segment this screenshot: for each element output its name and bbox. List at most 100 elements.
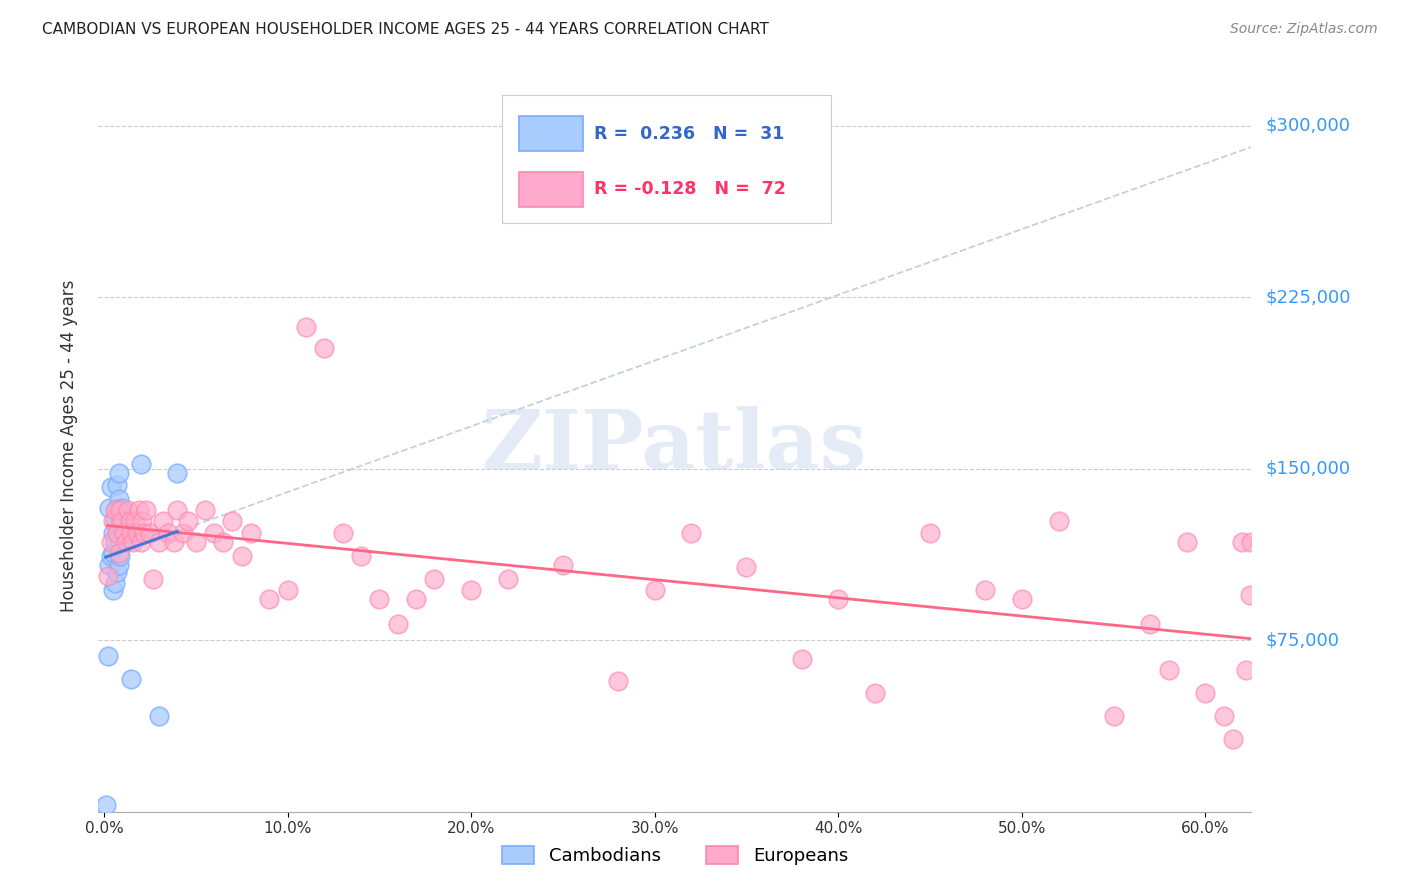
Point xyxy=(735,560,758,574)
Point xyxy=(124,515,146,529)
Legend: Cambodians, Europeans: Cambodians, Europeans xyxy=(495,838,855,872)
Point xyxy=(212,535,235,549)
Point xyxy=(110,512,132,526)
Point xyxy=(231,549,253,563)
Point xyxy=(111,515,134,529)
Text: Source: ZipAtlas.com: Source: ZipAtlas.com xyxy=(1230,22,1378,37)
Point xyxy=(681,525,703,540)
Point xyxy=(111,525,134,540)
Text: R =  0.236   N =  31: R = 0.236 N = 31 xyxy=(595,125,785,143)
Point xyxy=(110,512,132,526)
Y-axis label: Householder Income Ages 25 - 44 years: Householder Income Ages 25 - 44 years xyxy=(59,280,77,612)
Point xyxy=(107,491,129,506)
Point xyxy=(131,515,153,529)
Point xyxy=(1194,686,1216,700)
Point xyxy=(166,503,188,517)
Point xyxy=(111,500,134,515)
Point xyxy=(105,565,128,579)
Point xyxy=(496,572,519,586)
Point xyxy=(1102,708,1125,723)
Point xyxy=(107,558,129,572)
Point xyxy=(314,341,336,355)
Point xyxy=(148,708,170,723)
Text: R = -0.128   N =  72: R = -0.128 N = 72 xyxy=(595,180,786,198)
Point xyxy=(101,515,124,529)
Point xyxy=(1157,663,1180,677)
Point xyxy=(350,549,373,563)
Point xyxy=(100,480,122,494)
Point xyxy=(128,503,150,517)
Point xyxy=(94,797,117,812)
Point xyxy=(1011,592,1033,607)
Point xyxy=(863,686,886,700)
Text: ZIPatlas: ZIPatlas xyxy=(482,406,868,486)
Point xyxy=(551,558,574,572)
Point xyxy=(163,535,186,549)
Point xyxy=(107,467,129,481)
Point xyxy=(122,535,145,549)
Text: $225,000: $225,000 xyxy=(1265,288,1351,307)
Point xyxy=(112,525,135,540)
Point xyxy=(100,535,122,549)
Text: CAMBODIAN VS EUROPEAN HOUSEHOLDER INCOME AGES 25 - 44 YEARS CORRELATION CHART: CAMBODIAN VS EUROPEAN HOUSEHOLDER INCOME… xyxy=(42,22,769,37)
Point xyxy=(1240,535,1263,549)
Point xyxy=(974,582,997,597)
Point xyxy=(110,549,132,563)
Text: $150,000: $150,000 xyxy=(1265,460,1350,478)
Point xyxy=(125,525,148,540)
Point xyxy=(1139,617,1161,632)
Point xyxy=(405,592,427,607)
Point xyxy=(104,503,127,517)
Point xyxy=(368,592,391,607)
Point xyxy=(157,525,180,540)
Point xyxy=(184,535,207,549)
Point xyxy=(790,651,813,665)
Point xyxy=(104,576,127,591)
Point xyxy=(166,467,188,481)
Point xyxy=(110,503,132,517)
Point xyxy=(112,525,135,540)
Point xyxy=(104,512,127,526)
Point xyxy=(100,549,122,563)
Point xyxy=(918,525,941,540)
Text: $75,000: $75,000 xyxy=(1265,632,1340,649)
Point xyxy=(460,582,482,597)
Point xyxy=(1175,535,1198,549)
Point xyxy=(332,525,354,540)
Point xyxy=(607,674,630,689)
Point xyxy=(1222,731,1244,746)
Point xyxy=(117,503,139,517)
Text: $300,000: $300,000 xyxy=(1265,117,1350,135)
Point xyxy=(239,525,262,540)
Point xyxy=(129,457,152,471)
FancyBboxPatch shape xyxy=(502,95,831,223)
Point xyxy=(105,500,128,515)
Point xyxy=(101,546,124,560)
Point xyxy=(97,569,120,583)
Point xyxy=(104,535,127,549)
Point xyxy=(101,525,124,540)
Point xyxy=(107,525,129,540)
Point xyxy=(98,500,121,515)
Point xyxy=(139,525,162,540)
Point xyxy=(1047,515,1070,529)
Point xyxy=(121,672,143,686)
Point xyxy=(295,320,318,334)
Point xyxy=(105,478,128,492)
Point xyxy=(194,503,217,517)
Point xyxy=(129,535,152,549)
Point xyxy=(221,515,243,529)
Point xyxy=(257,592,280,607)
Point xyxy=(1234,663,1257,677)
Point xyxy=(276,582,298,597)
Point xyxy=(115,535,138,549)
Point xyxy=(827,592,849,607)
Point xyxy=(387,617,409,632)
Point xyxy=(202,525,225,540)
Point xyxy=(110,535,132,549)
Point xyxy=(177,515,200,529)
Point xyxy=(135,503,157,517)
Point xyxy=(152,515,174,529)
Point xyxy=(107,546,129,560)
Point xyxy=(134,525,156,540)
